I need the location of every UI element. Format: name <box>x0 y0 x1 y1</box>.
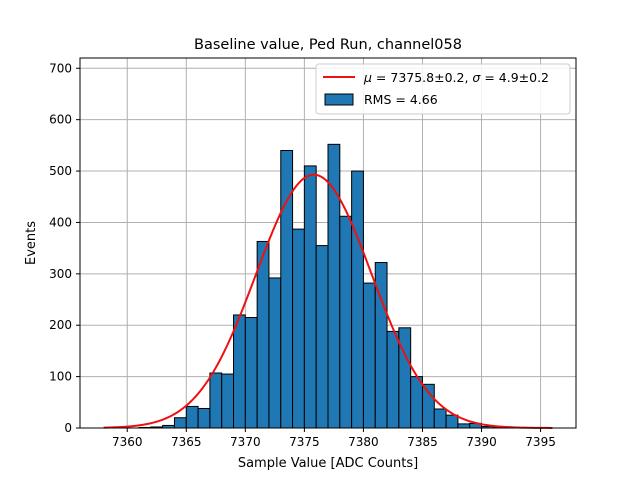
legend-histogram-swatch <box>324 93 354 106</box>
histogram-bar <box>433 408 447 429</box>
y-tick-label: 600 <box>49 113 72 127</box>
y-tick-label: 100 <box>49 370 72 384</box>
y-tick-label: 0 <box>64 421 72 435</box>
legend-box <box>315 63 571 115</box>
histogram-bar <box>351 170 364 429</box>
histogram-bar <box>339 215 353 429</box>
y-ticks: 0 100 200 300 400 500 600 700 <box>49 61 80 435</box>
histogram-bar <box>315 245 329 429</box>
histogram-bar <box>209 372 223 429</box>
histogram-bar <box>398 327 412 429</box>
y-tick-label: 400 <box>49 215 72 229</box>
histogram-bar <box>173 417 187 429</box>
histogram-bar <box>457 423 471 429</box>
x-tick-label: 7375 <box>289 435 320 449</box>
histogram-bar <box>233 314 246 429</box>
y-axis-label: Events <box>24 221 39 265</box>
x-tick-label: 7360 <box>112 435 143 449</box>
histogram-bar <box>185 405 199 429</box>
chart-title: Baseline value, Ped Run, channel058 <box>194 37 462 53</box>
legend-histogram-label: RMS = 4.66 <box>364 92 438 107</box>
legend-sigma-symbol: σ <box>472 70 481 85</box>
histogram-bar <box>410 376 423 429</box>
legend-sigma-value: = 4.9±0.2 <box>480 70 549 85</box>
legend: μ = 7375.8±0.2, σ = 4.9±0.2 RMS = 4.66 <box>315 63 571 115</box>
axes-frame <box>79 57 577 429</box>
x-tick-label: 7390 <box>466 435 497 449</box>
x-axis-label: Sample Value [ADC Counts] <box>238 456 418 471</box>
histogram-bar <box>221 373 235 429</box>
x-tick-label: 7385 <box>407 435 438 449</box>
histogram-bar <box>292 228 305 429</box>
x-tick-label: 7380 <box>348 435 379 449</box>
legend-fit-label: μ = 7375.8±0.2, σ = 4.9±0.2 <box>363 70 549 85</box>
gaussian-fit-line <box>103 173 553 429</box>
x-tick-label: 7365 <box>171 435 202 449</box>
x-tick-label: 7370 <box>230 435 261 449</box>
y-tick-label: 700 <box>49 61 72 75</box>
histogram-bar <box>268 277 282 429</box>
y-tick-label: 200 <box>49 318 72 332</box>
histogram-bar <box>327 143 341 429</box>
y-tick-label: 500 <box>49 164 72 178</box>
histogram-bar <box>244 317 258 429</box>
histogram-bar <box>303 165 317 429</box>
x-ticks: 7360 7365 7370 7375 7380 7385 7390 7395 <box>112 428 556 449</box>
histogram-bar <box>256 240 270 429</box>
legend-mu-symbol: μ <box>363 70 372 85</box>
y-tick-label: 300 <box>49 267 72 281</box>
histogram-bar <box>362 282 376 429</box>
histogram-bar <box>197 407 211 429</box>
fit-curve-group <box>103 173 553 429</box>
histogram-bar <box>445 414 459 429</box>
histogram-bar <box>386 330 400 429</box>
x-tick-label: 7395 <box>525 435 556 449</box>
legend-mu-value: = 7375.8±0.2, <box>372 70 472 85</box>
